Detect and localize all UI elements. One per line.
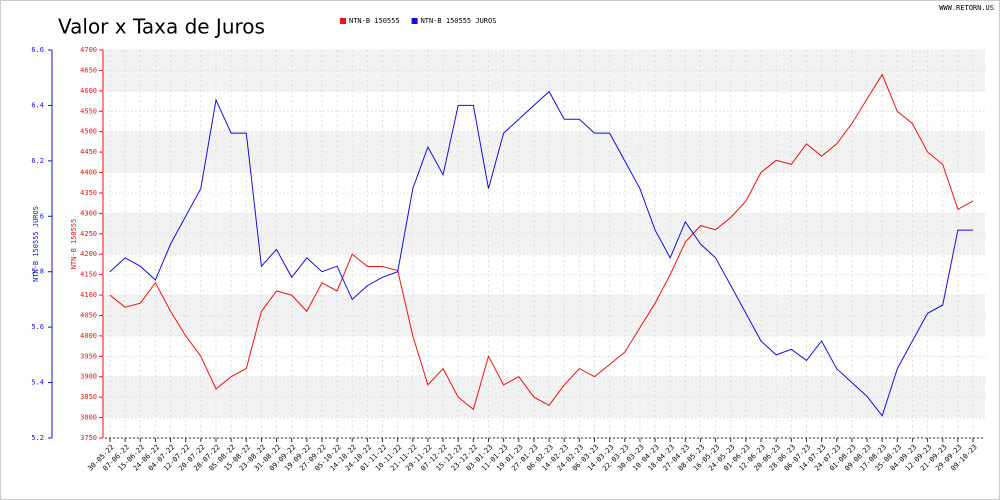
legend-swatch <box>411 18 418 24</box>
y2-tick-label: 4250 <box>80 230 97 238</box>
y-tick-label: 6.2 <box>31 157 44 165</box>
y2-tick-label: 4150 <box>80 271 97 279</box>
legend-label: NTN-B 150555 <box>349 17 400 25</box>
y2-tick-label: 4100 <box>80 291 97 299</box>
y2-tick-label: 4400 <box>80 169 97 177</box>
y2-tick-label: 4300 <box>80 209 97 217</box>
y2-tick-label: 4650 <box>80 66 97 74</box>
y-tick-label: 6.4 <box>31 101 44 109</box>
y-tick-label: 5.4 <box>31 379 44 387</box>
y-tick-label: 5.2 <box>31 434 44 442</box>
y2-tick-label: 4550 <box>80 107 97 115</box>
y2-tick-label: 3800 <box>80 414 97 422</box>
y2-tick-label: 3750 <box>80 434 97 442</box>
series-line <box>109 90 973 417</box>
y2-tick-label: 3950 <box>80 352 97 360</box>
y2-tick-label: 4050 <box>80 311 97 319</box>
y2-tick-label: 4450 <box>80 148 97 156</box>
y2-tick-label: 4000 <box>80 332 97 340</box>
y2-axis-label: NTN-B 150555 <box>70 219 78 270</box>
y-tick-label: 5.6 <box>31 323 44 331</box>
y-axis-label: NTN-B 150555 JUROS <box>32 206 40 282</box>
y2-tick-label: 3850 <box>80 393 97 401</box>
legend-label: NTN-B 150555 JUROS <box>421 17 497 25</box>
series-line <box>109 73 974 411</box>
y2-tick-label: 4350 <box>80 189 97 197</box>
y2-tick-label: 4700 <box>80 46 97 54</box>
y2-tick-label: 4200 <box>80 250 97 258</box>
y2-tick-label: 3900 <box>80 373 97 381</box>
y-tick-label: 6 <box>40 212 44 220</box>
chart-title: Valor x Taxa de Juros <box>58 15 265 39</box>
y-tick-label: 5.8 <box>31 268 44 276</box>
y2-tick-label: 4500 <box>80 128 97 136</box>
source: WWW.RETORN.US <box>939 4 994 12</box>
y2-tick-label: 4600 <box>80 87 97 95</box>
y-tick-label: 6.6 <box>31 46 44 54</box>
legend-swatch <box>340 18 346 24</box>
